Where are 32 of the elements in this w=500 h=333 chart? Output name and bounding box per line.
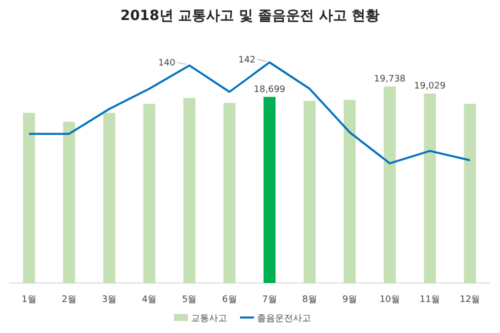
bar <box>304 100 316 283</box>
x-tick-label: 1월 <box>22 295 36 305</box>
bar <box>264 96 276 283</box>
bar <box>63 122 76 283</box>
bar <box>183 98 196 283</box>
x-tick-label: 9월 <box>342 295 358 305</box>
x-tick-label: 6월 <box>222 295 237 305</box>
chart-title: 2018년 교통사고 및 졸음운전 사고 현황 <box>120 8 380 24</box>
data-label: 140 <box>158 58 176 68</box>
bar <box>103 112 116 283</box>
x-tick-label: 3월 <box>102 295 117 305</box>
bar <box>23 112 36 283</box>
x-tick-label: 12월 <box>460 295 480 305</box>
x-tick-label: 5월 <box>182 295 197 305</box>
bar <box>223 102 236 283</box>
bar <box>464 104 476 283</box>
legend-label: 졸음운전사고 <box>257 314 311 324</box>
x-tick-label: 2월 <box>62 295 76 305</box>
x-tick-label: 4월 <box>142 295 157 305</box>
bar <box>384 86 396 283</box>
x-tick-label: 7월 <box>262 295 277 305</box>
data-label: 142 <box>238 55 256 66</box>
bar <box>143 104 156 283</box>
bar <box>424 94 436 283</box>
data-label: 19,738 <box>374 74 406 85</box>
legend-label: 교통사고 <box>191 314 227 324</box>
x-tick-label: 10월 <box>380 295 400 305</box>
data-label: 19,029 <box>414 82 446 92</box>
bar <box>344 100 356 283</box>
x-tick-label: 8월 <box>302 295 317 305</box>
x-tick-label: 11월 <box>420 295 440 305</box>
data-label: 18,699 <box>254 84 286 95</box>
